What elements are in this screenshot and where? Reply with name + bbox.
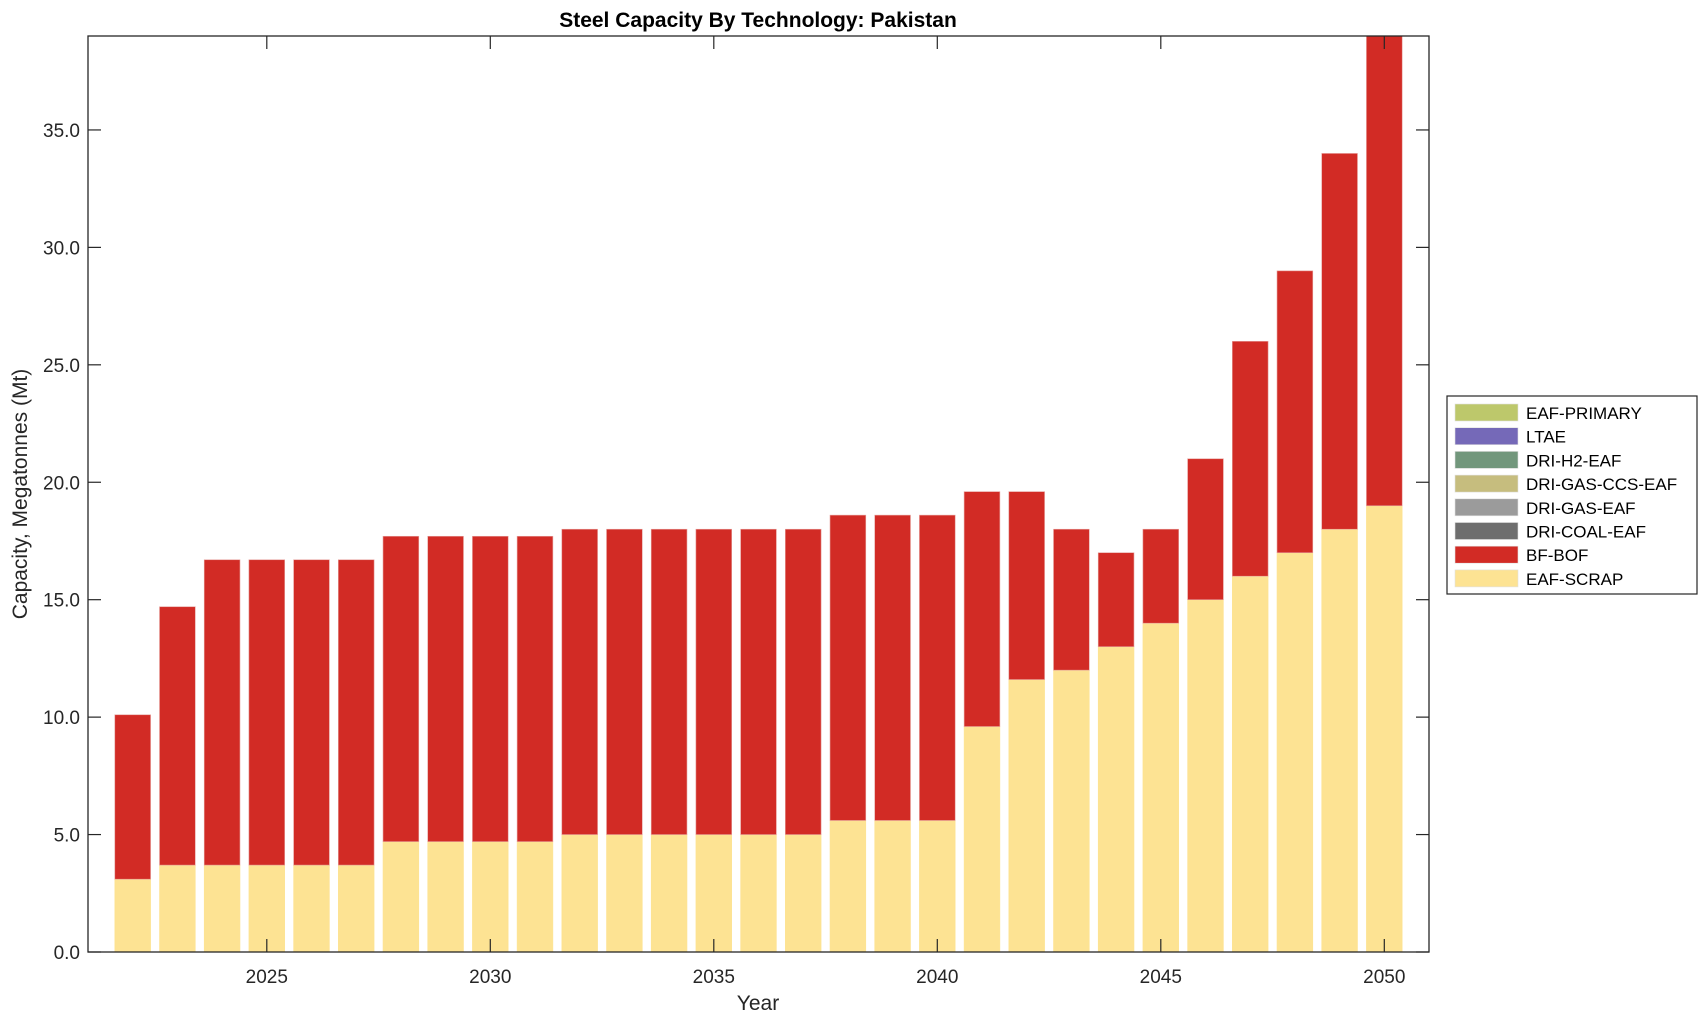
bar-bf-bof-2034 xyxy=(650,528,688,835)
bar-eaf-scrap-2023 xyxy=(159,864,196,952)
legend-swatch xyxy=(1454,522,1519,540)
bar-eaf-scrap-2048 xyxy=(1276,552,1314,952)
x-axis: 2025 2030 2035 2040 2045 2050 xyxy=(246,36,1405,988)
legend-label: DRI-GAS-CCS-EAF xyxy=(1526,475,1677,494)
bar-eaf-scrap-2049 xyxy=(1321,528,1358,952)
y-tick-label: 15.0 xyxy=(43,591,80,612)
bar-eaf-scrap-2034 xyxy=(650,834,688,952)
bar-eaf-scrap-2041 xyxy=(963,726,1001,952)
legend-swatch xyxy=(1454,545,1519,564)
bar-eaf-scrap-2046 xyxy=(1187,599,1224,952)
bar-bf-bof-2030 xyxy=(472,535,509,842)
bar-bf-bof-2037 xyxy=(785,528,822,835)
legend-swatch xyxy=(1454,498,1519,517)
legend-label: EAF-SCRAP xyxy=(1526,570,1623,589)
bar-eaf-scrap-2031 xyxy=(516,841,554,952)
bar-bf-bof-2048 xyxy=(1276,270,1314,554)
legend-label: EAF-PRIMARY xyxy=(1526,404,1642,423)
bar-eaf-scrap-2035 xyxy=(695,834,732,952)
axes-frame xyxy=(87,35,1430,953)
legend-label: LTAE xyxy=(1526,428,1566,447)
bar-bf-bof-2022 xyxy=(114,714,151,880)
bar-eaf-scrap-2024 xyxy=(203,864,241,952)
y-tick-label: 20.0 xyxy=(43,473,80,494)
x-tick-label: 2050 xyxy=(1363,967,1405,988)
chart-title: Steel Capacity By Technology: Pakistan xyxy=(559,9,957,32)
bar-eaf-scrap-2027 xyxy=(338,864,375,952)
bar-bf-bof-2023 xyxy=(159,606,196,866)
legend-label: BF-BOF xyxy=(1526,546,1588,565)
bar-bf-bof-2045 xyxy=(1142,528,1179,624)
x-axis-label: Year xyxy=(737,992,779,1015)
bar-eaf-scrap-2026 xyxy=(293,864,330,952)
y-tick-label: 30.0 xyxy=(43,238,80,259)
bar-eaf-scrap-2037 xyxy=(785,834,822,952)
legend: EAF-PRIMARY LTAE DRI-H2-EAF DRI-GAS-CCS-EAF… xyxy=(1446,395,1698,595)
legend-swatch xyxy=(1454,403,1519,422)
y-tick-label: 25.0 xyxy=(43,356,80,377)
bar-bf-bof-2025 xyxy=(248,559,285,866)
x-tick-label: 2035 xyxy=(693,967,735,988)
bar-bf-bof-2029 xyxy=(427,535,464,842)
bar-eaf-scrap-2029 xyxy=(427,841,464,952)
bar-bf-bof-2049 xyxy=(1321,153,1358,530)
bar-eaf-scrap-2036 xyxy=(740,834,777,952)
bar-bf-bof-2027 xyxy=(338,559,375,866)
bar-bf-bof-2041 xyxy=(963,491,1001,727)
legend-label: DRI-GAS-EAF xyxy=(1526,499,1636,518)
bar-eaf-scrap-2028 xyxy=(382,841,420,952)
y-tick-label: 5.0 xyxy=(54,826,80,847)
bar-bf-bof-2047 xyxy=(1232,341,1269,577)
bar-eaf-scrap-2044 xyxy=(1097,646,1135,952)
y-tick-label: 0.0 xyxy=(54,943,80,964)
bar-bf-bof-2040 xyxy=(919,514,956,821)
legend-swatch xyxy=(1454,569,1519,588)
bars-group xyxy=(114,36,1403,952)
bar-bf-bof-2028 xyxy=(382,535,420,842)
y-tick-label: 10.0 xyxy=(43,708,80,729)
legend-label: DRI-COAL-EAF xyxy=(1526,523,1646,542)
bar-bf-bof-2044 xyxy=(1097,552,1135,647)
bar-bf-bof-2046 xyxy=(1187,458,1224,600)
bar-eaf-scrap-2032 xyxy=(561,834,598,952)
x-tick-label: 2045 xyxy=(1140,967,1182,988)
y-axis-label: Capacity, Megatonnes (Mt) xyxy=(9,369,32,620)
x-tick-label: 2030 xyxy=(469,967,511,988)
legend-swatch xyxy=(1454,427,1519,446)
bar-eaf-scrap-2050 xyxy=(1366,505,1403,952)
bar-bf-bof-2024 xyxy=(203,559,241,866)
legend-swatch xyxy=(1454,451,1519,469)
bar-bf-bof-2036 xyxy=(740,528,777,835)
bar-bf-bof-2043 xyxy=(1053,528,1090,671)
bar-eaf-scrap-2030 xyxy=(472,841,509,952)
bar-bf-bof-2050 xyxy=(1366,36,1403,507)
bar-eaf-scrap-2022 xyxy=(114,878,151,952)
bar-bf-bof-2026 xyxy=(293,559,330,866)
bar-bf-bof-2039 xyxy=(874,514,911,821)
bar-bf-bof-2033 xyxy=(606,528,643,835)
legend-swatch xyxy=(1454,474,1519,493)
bar-eaf-scrap-2033 xyxy=(606,834,643,952)
bar-eaf-scrap-2038 xyxy=(829,820,867,952)
bar-bf-bof-2031 xyxy=(516,535,554,842)
bar-eaf-scrap-2047 xyxy=(1232,575,1269,952)
bar-eaf-scrap-2025 xyxy=(248,864,285,952)
bar-eaf-scrap-2039 xyxy=(874,820,911,952)
bar-eaf-scrap-2040 xyxy=(919,820,956,952)
y-axis: 0.0 5.0 10.0 15.0 20.0 25.0 30.0 35.0 xyxy=(43,121,1429,964)
legend-label: DRI-H2-EAF xyxy=(1526,451,1621,470)
bar-bf-bof-2032 xyxy=(561,528,598,835)
x-tick-label: 2025 xyxy=(246,967,288,988)
bar-bf-bof-2038 xyxy=(829,514,867,821)
bar-bf-bof-2035 xyxy=(695,528,732,835)
bar-eaf-scrap-2042 xyxy=(1008,679,1045,952)
y-tick-label: 35.0 xyxy=(43,121,80,142)
bar-eaf-scrap-2045 xyxy=(1142,622,1179,952)
bar-bf-bof-2042 xyxy=(1008,491,1045,680)
x-tick-label: 2040 xyxy=(916,967,958,988)
bar-eaf-scrap-2043 xyxy=(1053,669,1090,952)
